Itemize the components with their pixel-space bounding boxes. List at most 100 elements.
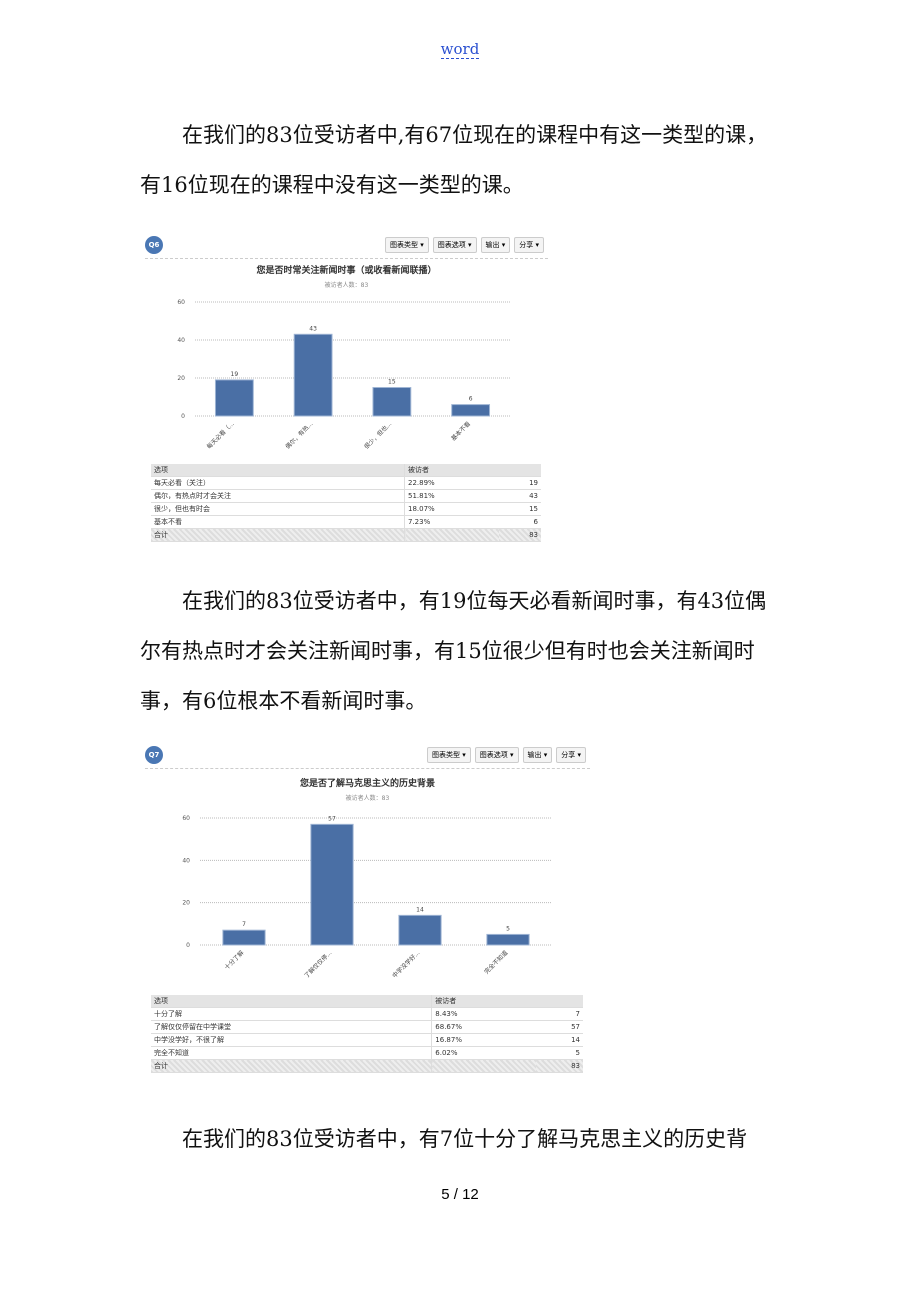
- option-cell: 完全不知道: [151, 1046, 432, 1060]
- total-label: 合计: [151, 528, 405, 542]
- table-row: 十分了解 8.43% 7: [151, 1007, 583, 1021]
- toolbar-button[interactable]: 分享: [514, 237, 544, 253]
- x-tick-label: 十分了解: [223, 949, 246, 972]
- y-tick-label: 40: [177, 337, 185, 344]
- bar: [451, 404, 491, 417]
- value-label: 15: [388, 379, 396, 386]
- table-row: 基本不看 7.23% 6: [151, 515, 541, 529]
- option-cell: 很少，但也有时会: [151, 502, 405, 516]
- header-cell: 被访者: [404, 464, 541, 477]
- bar: [398, 914, 442, 946]
- option-cell: 中学没学好，不很了解: [151, 1033, 432, 1047]
- value-label: 57: [328, 815, 336, 822]
- percent-cell: 22.89%: [403, 476, 499, 490]
- badge: Q7: [145, 746, 163, 764]
- count-cell: 57: [536, 1020, 583, 1034]
- x-tick-label: 完全不知道: [483, 949, 510, 976]
- paragraph: 在我们的83位受访者中,有67位现在的课程中有这一类型的课，有16位现在的课程中…: [140, 123, 768, 197]
- page-number: 5 / 12: [441, 1186, 479, 1203]
- y-tick-label: 60: [182, 815, 190, 822]
- percent-cell: 8.43%: [431, 1007, 537, 1021]
- percent-cell: 68.67%: [431, 1020, 537, 1034]
- chart-title: 您是否了解马克思主义的历史背景: [300, 777, 435, 789]
- count-cell: 15: [498, 502, 541, 516]
- chart-panel: Q7 图表类型图表选项输出分享您是否了解马克思主义的历史背景被访者人数：83 0 20…: [145, 742, 590, 1095]
- x-tick-label: 中学没学好...: [390, 949, 421, 980]
- table-row: 每天必看（关注） 22.89% 19: [151, 476, 541, 490]
- chart: 您是否时常关注新闻时事（或收看新闻联播） 被访者人数：83 0 20 40 60 19 每天必…: [177, 264, 510, 451]
- bar: [310, 823, 354, 946]
- x-tick-label: 每天必看（...: [205, 420, 236, 451]
- count-cell: 19: [498, 476, 541, 490]
- header-link-wrap: word: [0, 40, 920, 59]
- toolbar-button[interactable]: 分享: [556, 747, 586, 763]
- percent-cell: 7.23%: [403, 515, 499, 529]
- header-divider: [145, 258, 548, 259]
- y-tick-label: 20: [177, 375, 185, 382]
- table-row: 完全不知道 6.02% 5: [151, 1046, 583, 1060]
- total-label: 合计: [151, 1059, 432, 1073]
- percent-cell: 18.07%: [403, 502, 499, 516]
- value-label: 19: [231, 371, 239, 378]
- value-label: 7: [242, 921, 246, 928]
- table-row: 很少，但也有时会 18.07% 15: [151, 502, 541, 516]
- option-cell: 十分了解: [151, 1007, 432, 1021]
- x-tick-label: 基本不看: [449, 420, 472, 443]
- table-total: 合计 83: [151, 528, 541, 542]
- total-spacer: [403, 528, 499, 542]
- toolbar-button[interactable]: 图表选项: [474, 747, 519, 763]
- chart-subtitle: 被访者人数：83: [325, 281, 369, 289]
- percent-cell: 16.87%: [431, 1033, 537, 1047]
- header-cell: 选项: [151, 464, 405, 477]
- chart-title: 您是否时常关注新闻时事（或收看新闻联播）: [256, 264, 436, 276]
- table-row: 中学没学好，不很了解 16.87% 14: [151, 1033, 583, 1047]
- count-cell: 43: [498, 489, 541, 503]
- toolbar-button[interactable]: 输出: [480, 237, 511, 253]
- badge: Q6: [145, 236, 163, 254]
- toolbar-button[interactable]: 图表类型: [427, 747, 471, 763]
- bar: [214, 379, 254, 417]
- toolbar-button[interactable]: 图表选项: [432, 237, 477, 253]
- paragraph: 在我们的83位受访者中，有7位十分了解马克思主义的历史背: [182, 1127, 748, 1151]
- header-cell: 被访者: [431, 995, 583, 1008]
- y-tick-label: 0: [186, 942, 190, 949]
- y-tick-label: 60: [177, 299, 185, 306]
- toolbar: 图表类型图表选项输出分享: [427, 747, 586, 763]
- percent-cell: 51.81%: [403, 489, 499, 503]
- y-tick-label: 20: [182, 900, 190, 907]
- total-count: 83: [536, 1059, 583, 1073]
- table-row: 了解仅仅停留在中学课堂 68.67% 57: [151, 1020, 583, 1034]
- header-link[interactable]: word: [440, 40, 480, 59]
- header-divider: [145, 768, 590, 769]
- table-header: 选项 被访者: [151, 995, 583, 1008]
- toolbar-button[interactable]: 图表类型: [385, 237, 429, 253]
- value-label: 43: [309, 325, 317, 332]
- x-tick-label: 很少，但也...: [362, 420, 393, 451]
- data-table: 选项 被访者 每天必看（关注） 22.89% 19 偶尔，有热点时才会关注 51.81% 43…: [151, 464, 541, 542]
- count-cell: 7: [536, 1007, 583, 1021]
- count-cell: 14: [536, 1033, 583, 1047]
- toolbar-button[interactable]: 输出: [522, 747, 553, 763]
- table-row: 偶尔，有热点时才会关注 51.81% 43: [151, 489, 541, 503]
- option-cell: 了解仅仅停留在中学课堂: [151, 1020, 432, 1034]
- chart-panel: Q6 图表类型图表选项输出分享您是否时常关注新闻时事（或收看新闻联播） 被访者人数：…: [145, 232, 548, 550]
- value-label: 14: [416, 906, 424, 913]
- value-label: 5: [506, 925, 510, 932]
- option-cell: 每天必看（关注）: [151, 476, 405, 490]
- option-cell: 偶尔，有热点时才会关注: [151, 489, 405, 503]
- bar: [372, 387, 412, 417]
- bar: [222, 929, 266, 946]
- value-label: 6: [469, 396, 473, 403]
- count-cell: 5: [536, 1046, 583, 1060]
- y-tick-label: 40: [182, 857, 190, 864]
- y-tick-label: 0: [181, 413, 185, 420]
- x-tick-label: 了解仅仅停...: [302, 949, 333, 980]
- total-count: 83: [498, 528, 541, 542]
- bar: [293, 333, 333, 417]
- x-tick-label: 偶尔，有热...: [284, 420, 315, 451]
- table-header: 选项 被访者: [151, 464, 541, 477]
- table-total: 合计 83: [151, 1059, 583, 1073]
- toolbar: 图表类型图表选项输出分享: [385, 237, 544, 253]
